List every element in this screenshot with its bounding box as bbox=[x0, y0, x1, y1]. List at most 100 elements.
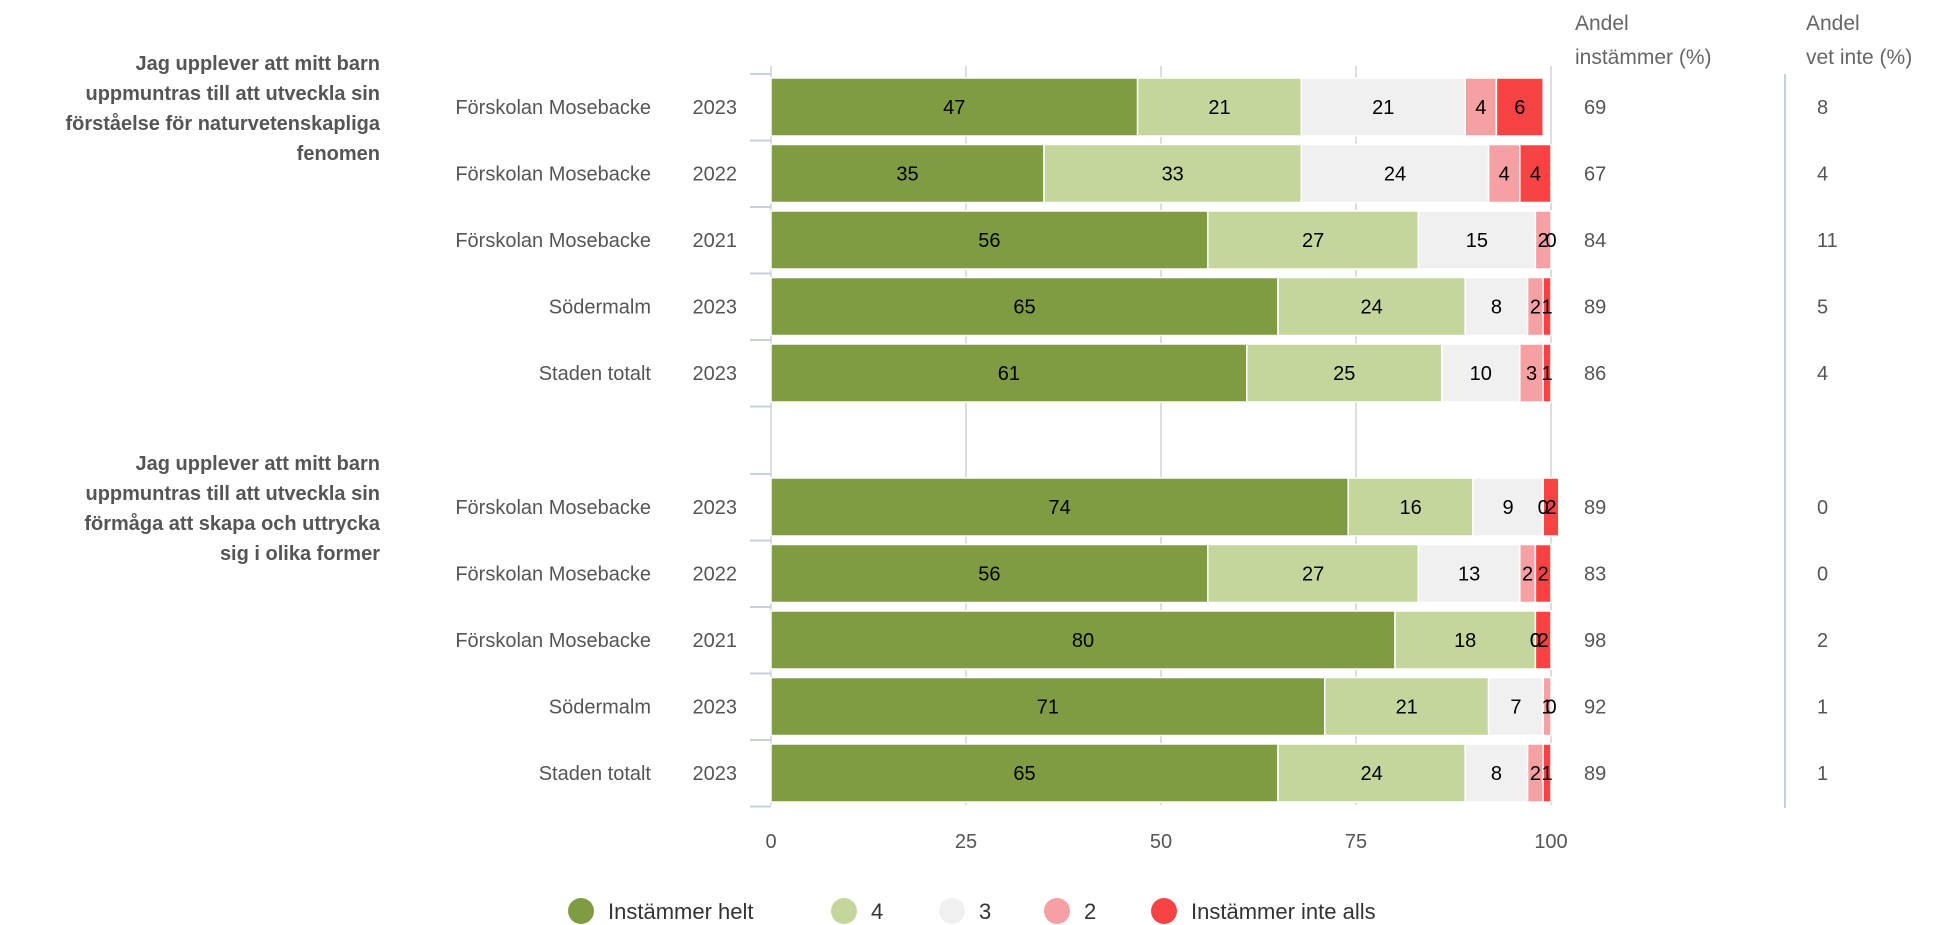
dont-know-value: 4 bbox=[1817, 164, 1828, 186]
bar-data-label: 6 bbox=[1514, 97, 1525, 119]
bar-data-label: 25 bbox=[1333, 363, 1355, 385]
bar-segment bbox=[770, 543, 1209, 604]
legend: Instämmer helt 4 3 2 Instämmer inte alls bbox=[568, 898, 1376, 924]
agree-value: 89 bbox=[1584, 763, 1606, 785]
x-tick-label: 25 bbox=[955, 831, 977, 853]
bar-data-label: 56 bbox=[978, 230, 1000, 252]
bar-data-label: 21 bbox=[1372, 97, 1394, 119]
bar-data-label: 1 bbox=[1542, 697, 1553, 719]
bar-data-label: 80 bbox=[1072, 630, 1094, 652]
question-label: Jag upplever att mitt barn bbox=[136, 453, 381, 475]
bar-segment bbox=[1542, 276, 1552, 337]
row-unit-label: Staden totalt bbox=[539, 363, 652, 385]
bar-data-label: 2 bbox=[1545, 497, 1556, 519]
bar-data-label: 4 bbox=[1475, 97, 1486, 119]
dont-know-column-header: vet inte (%) bbox=[1806, 46, 1912, 69]
bar-data-label: 18 bbox=[1454, 630, 1476, 652]
legend-label: Instämmer helt bbox=[608, 899, 754, 924]
agree-column-header: Andel bbox=[1575, 12, 1629, 35]
bar-segment bbox=[1277, 743, 1466, 803]
question-label: uppmuntras till att utveckla sin bbox=[85, 83, 380, 105]
dont-know-value: 5 bbox=[1817, 297, 1828, 319]
dont-know-value: 0 bbox=[1817, 497, 1828, 519]
bar-segment bbox=[1472, 477, 1544, 537]
bar-data-label: 56 bbox=[978, 564, 1000, 586]
row-year-label: 2023 bbox=[693, 297, 738, 319]
row-unit-label: Staden totalt bbox=[539, 763, 652, 785]
bar-segment bbox=[770, 276, 1279, 337]
bar-data-label: 3 bbox=[1526, 363, 1537, 385]
row-year-label: 2022 bbox=[693, 164, 738, 186]
question-label: uppmuntras till att utveckla sin bbox=[85, 483, 380, 505]
bar-segment bbox=[1136, 77, 1303, 137]
row-unit-label: Förskolan Mosebacke bbox=[455, 97, 651, 119]
bar-data-label: 0 bbox=[1538, 497, 1549, 519]
row-unit-label: Förskolan Mosebacke bbox=[455, 497, 651, 519]
bar-data-label: 24 bbox=[1360, 297, 1382, 319]
bar-data-label: 24 bbox=[1384, 164, 1406, 186]
row-year-label: 2023 bbox=[693, 763, 738, 785]
bar-segment bbox=[770, 477, 1349, 537]
bar-segment bbox=[1300, 77, 1466, 137]
bar-data-label: 0 bbox=[1530, 630, 1541, 652]
row-unit-label: Södermalm bbox=[549, 697, 651, 719]
row-year-label: 2023 bbox=[693, 97, 738, 119]
agree-value: 89 bbox=[1584, 297, 1606, 319]
row-unit-label: Förskolan Mosebacke bbox=[455, 164, 651, 186]
question-label: Jag upplever att mitt barn bbox=[136, 53, 381, 75]
bar-data-label: 35 bbox=[896, 164, 918, 186]
bar-segment bbox=[1487, 676, 1544, 737]
bar-segment bbox=[1542, 343, 1552, 403]
legend-swatch bbox=[568, 898, 594, 924]
agree-value: 67 bbox=[1584, 164, 1606, 186]
agree-value: 83 bbox=[1584, 564, 1606, 586]
bar-segment bbox=[1441, 343, 1521, 403]
bar-data-label: 13 bbox=[1458, 564, 1480, 586]
legend-swatch bbox=[1044, 898, 1070, 924]
row-unit-label: Södermalm bbox=[549, 297, 651, 319]
bar-segment bbox=[1542, 743, 1552, 803]
legend-label: 3 bbox=[979, 899, 991, 924]
bar-segment bbox=[1277, 276, 1466, 337]
bar-data-label: 65 bbox=[1013, 763, 1035, 785]
bar-segment bbox=[770, 610, 1396, 670]
bar-data-label: 65 bbox=[1013, 297, 1035, 319]
bar-segment bbox=[1534, 210, 1552, 270]
question-label: sig i olika former bbox=[220, 543, 380, 565]
dont-know-value: 1 bbox=[1817, 697, 1828, 719]
bar-data-label: 24 bbox=[1360, 763, 1382, 785]
bar-segment bbox=[1417, 210, 1537, 270]
dont-know-column-header: Andel bbox=[1806, 12, 1860, 35]
bars-layer bbox=[770, 77, 1560, 803]
bar-segment bbox=[1495, 77, 1544, 137]
bar-segment bbox=[770, 77, 1139, 137]
bar-segment bbox=[1464, 276, 1529, 337]
x-tick-label: 0 bbox=[765, 831, 776, 853]
bar-data-label: 21 bbox=[1396, 697, 1418, 719]
bar-segment bbox=[1534, 543, 1552, 604]
row-year-label: 2023 bbox=[693, 697, 738, 719]
bar-segment bbox=[1519, 143, 1552, 204]
bar-data-label: 4 bbox=[1530, 164, 1541, 186]
row-year-label: 2021 bbox=[693, 630, 738, 652]
bar-data-label: 1 bbox=[1542, 763, 1553, 785]
dont-know-value: 4 bbox=[1817, 363, 1828, 385]
bar-data-label: 61 bbox=[998, 363, 1020, 385]
dont-know-value: 0 bbox=[1817, 564, 1828, 586]
row-unit-label: Förskolan Mosebacke bbox=[455, 630, 651, 652]
legend-swatch bbox=[939, 898, 965, 924]
bar-data-label: 8 bbox=[1491, 297, 1502, 319]
bar-data-label: 2 bbox=[1538, 230, 1549, 252]
question-label: förmåga att skapa och uttrycka bbox=[84, 512, 381, 535]
bar-segment bbox=[770, 343, 1248, 403]
row-year-label: 2023 bbox=[693, 497, 738, 519]
legend-swatch bbox=[1151, 898, 1177, 924]
bar-data-label: 21 bbox=[1208, 97, 1230, 119]
bar-data-label: 2 bbox=[1538, 630, 1549, 652]
bar-data-label: 33 bbox=[1162, 164, 1184, 186]
bar-segment bbox=[1324, 676, 1490, 737]
bar-data-label: 15 bbox=[1466, 230, 1488, 252]
bar-data-label: 2 bbox=[1530, 297, 1541, 319]
